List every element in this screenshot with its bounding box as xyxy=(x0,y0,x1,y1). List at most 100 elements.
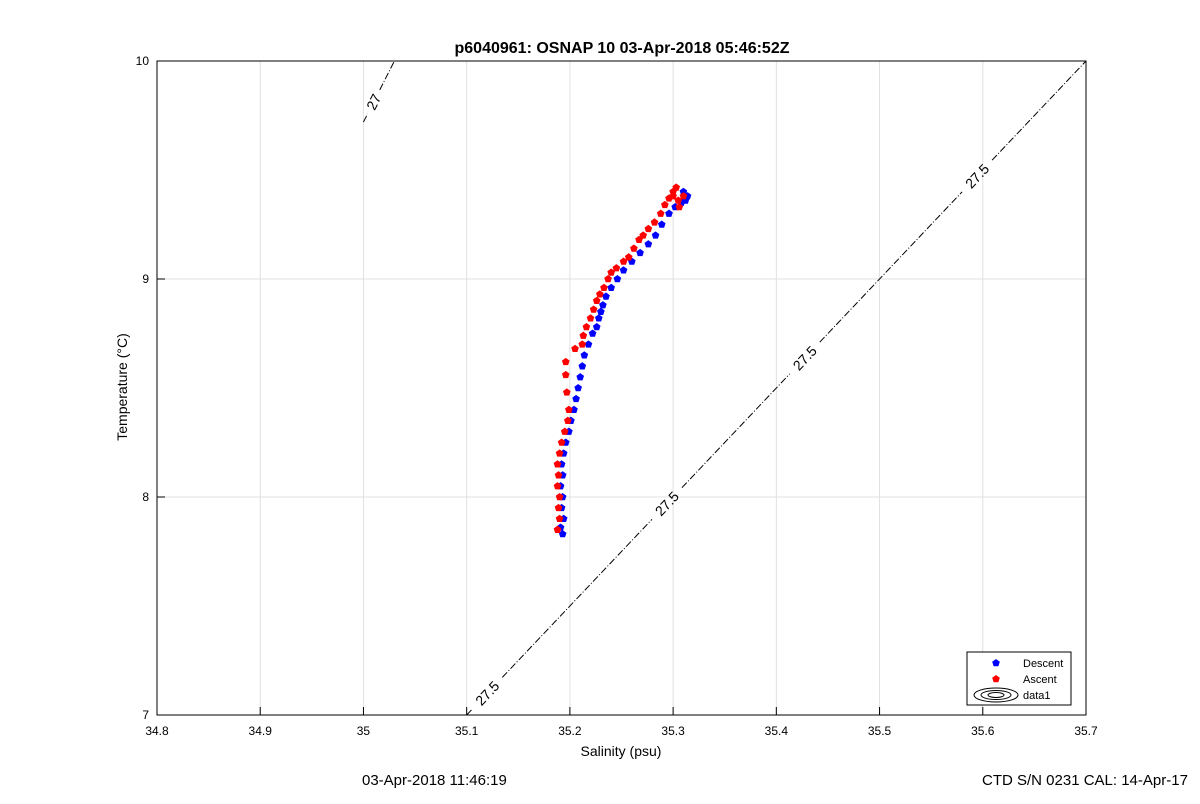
descent-point xyxy=(576,373,585,381)
ascent-point xyxy=(554,503,563,512)
density-contours: 27 27.5 27.5 27.5 27.5 xyxy=(362,60,1087,716)
isopycnal-line xyxy=(991,60,1087,161)
x-tick-label: 35.5 xyxy=(868,724,892,738)
descent-point xyxy=(619,266,628,274)
ascent-point xyxy=(555,514,564,523)
descent-point xyxy=(657,220,666,228)
ascent-point xyxy=(612,264,621,272)
ascent-point xyxy=(561,357,570,366)
isopycnal-line xyxy=(819,191,963,343)
isopycnal-line xyxy=(379,60,395,91)
legend-label-ascent: Ascent xyxy=(1023,674,1057,686)
x-tick-label: 34.9 xyxy=(249,724,273,738)
data-points xyxy=(553,183,692,538)
descent-point xyxy=(665,209,673,217)
descent-point xyxy=(613,274,622,283)
ascent-point xyxy=(555,449,564,457)
ascent-point xyxy=(675,203,684,211)
isopycnal-label: 27 xyxy=(363,91,384,112)
ascent-point xyxy=(639,231,647,239)
descent-point xyxy=(592,322,601,331)
descent-point xyxy=(588,329,597,337)
ascent-point xyxy=(553,525,562,533)
ascent-point xyxy=(557,438,566,446)
ascent-point xyxy=(582,322,591,331)
isopycnal-line xyxy=(681,373,791,489)
x-tick-label: 35.7 xyxy=(1074,724,1098,738)
x-tick-label: 35.4 xyxy=(765,724,789,738)
ascent-point xyxy=(553,482,562,490)
legend-marker-descent xyxy=(992,658,1000,667)
ascent-point xyxy=(604,274,612,283)
descent-point xyxy=(636,248,644,257)
legend-contour-icon xyxy=(987,692,1005,698)
y-axis-label: Temperature (°C) xyxy=(114,333,130,441)
ascent-point xyxy=(669,192,677,200)
ascent-point xyxy=(650,218,659,226)
ascent-point xyxy=(644,224,653,233)
isopycnal-line xyxy=(362,113,369,123)
legend-label-descent: Descent xyxy=(1023,658,1063,670)
descent-point xyxy=(584,340,593,348)
ascent-point xyxy=(579,331,588,339)
isopycnal-label: 27.5 xyxy=(472,678,503,709)
isopycnal-line xyxy=(501,519,653,678)
ascent-point xyxy=(555,492,564,501)
x-tick-label: 35.6 xyxy=(971,724,995,738)
descent-point xyxy=(607,283,615,291)
ascent-point xyxy=(564,416,572,424)
isopycnal-label: 27.5 xyxy=(962,160,993,191)
legend: Descent Ascent data1 xyxy=(966,651,1072,706)
ascent-point xyxy=(578,340,587,348)
descent-point xyxy=(651,231,660,239)
descent-point xyxy=(572,394,580,403)
x-tick-label: 35.1 xyxy=(455,724,479,738)
ascent-point xyxy=(630,244,638,252)
ascent-point xyxy=(596,290,604,298)
legend-contour-icon xyxy=(980,690,1012,700)
ascent-point xyxy=(672,183,681,191)
ascent-point xyxy=(679,192,688,200)
x-tick-label: 34.8 xyxy=(145,724,169,738)
descent-point xyxy=(644,240,653,248)
ascent-point xyxy=(561,370,570,379)
x-tick-label: 35 xyxy=(357,724,371,738)
ascent-point xyxy=(571,344,579,353)
ascent-point xyxy=(661,200,669,209)
descent-point xyxy=(599,301,607,309)
y-tick-label: 8 xyxy=(142,490,149,504)
y-tick-label: 10 xyxy=(136,54,150,68)
y-tick-label: 9 xyxy=(142,272,149,286)
descent-point xyxy=(602,292,610,300)
descent-point xyxy=(597,307,605,315)
ascent-point xyxy=(600,283,608,291)
descent-point xyxy=(580,351,589,359)
footer-ctd-calibration: CTD S/N 0231 CAL: 14-Apr-17 xyxy=(982,772,1188,789)
x-tick-label: 35.2 xyxy=(558,724,582,738)
legend-marker-ascent xyxy=(992,674,1000,683)
ascent-point xyxy=(656,209,665,217)
x-tick-label: 35.3 xyxy=(661,724,685,738)
descent-point xyxy=(578,362,587,370)
descent-point xyxy=(574,383,582,392)
ascent-point xyxy=(607,268,615,276)
ascent-point xyxy=(554,471,563,479)
isopycnal-line xyxy=(466,708,473,716)
x-axis-label: Salinity (psu) xyxy=(581,743,662,759)
axis-ticks: 34.8 34.9 35 35.1 35.2 35.3 35.4 35.5 35.6 35.7 7 8… xyxy=(136,54,1098,738)
legend-box xyxy=(966,651,1072,706)
ascent-point xyxy=(592,296,601,305)
ascent-point xyxy=(565,405,573,414)
footer-timestamp: 03-Apr-2018 11:46:19 xyxy=(362,772,507,789)
ascent-point xyxy=(553,460,562,468)
grid-lines xyxy=(156,60,1087,716)
ascent-point xyxy=(589,305,598,313)
ascent-point xyxy=(560,427,569,435)
legend-label-data1: data1 xyxy=(1023,690,1051,702)
y-tick-label: 7 xyxy=(142,708,149,722)
ascent-point xyxy=(586,314,595,322)
ascent-point xyxy=(674,196,683,204)
legend-contour-icon xyxy=(973,687,1019,703)
descent-point xyxy=(594,314,603,322)
